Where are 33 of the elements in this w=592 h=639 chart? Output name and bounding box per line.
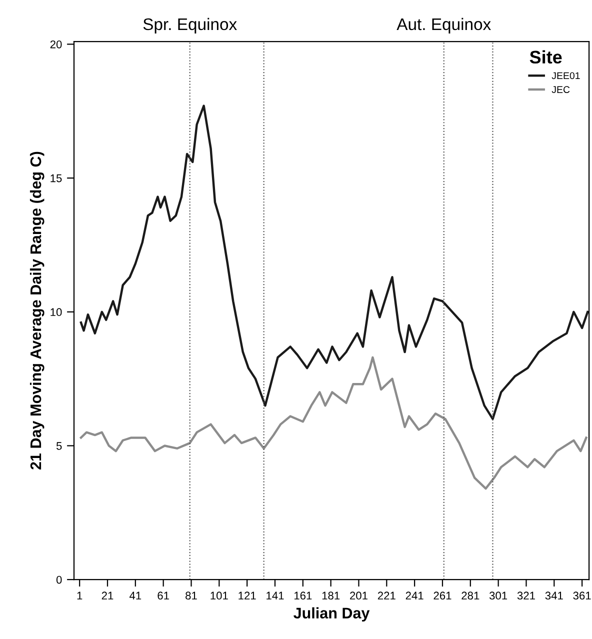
y-tick-label: 15 (50, 174, 62, 182)
x-tick-label: 121 (238, 592, 256, 600)
x-tick-label: 61 (158, 592, 169, 600)
x-tick-label: 141 (266, 592, 284, 600)
x-tick-label: 181 (322, 592, 340, 600)
line-series (80, 356, 588, 490)
ref-line-label: Spr. Equinox (143, 18, 237, 34)
legend-title: Site (530, 50, 562, 64)
x-tick-label: 1 (77, 592, 82, 600)
x-tick-label: 321 (517, 592, 535, 600)
x-tick-label: 281 (462, 592, 480, 600)
ref-line-label: Aut. Equinox (396, 18, 491, 34)
x-tick-label: 221 (378, 592, 396, 600)
y-tick-label: 5 (56, 442, 62, 450)
x-axis-title: Julian Day (294, 607, 370, 622)
x-tick-label: 21 (102, 592, 114, 600)
x-tick-label: 341 (545, 592, 563, 600)
x-tick-label: 301 (489, 592, 508, 600)
x-tick-label: 81 (186, 592, 197, 600)
y-axis-title: 21 Day Moving Average Daily Range (deg C) (30, 152, 44, 470)
line-series (80, 104, 589, 420)
x-tick-label: 101 (210, 592, 228, 600)
legend-label: JEE01 (552, 72, 580, 80)
y-tick-label: 0 (56, 576, 62, 584)
x-tick-label: 41 (129, 592, 142, 600)
x-tick-label: 261 (434, 592, 452, 600)
x-tick-label: 241 (406, 592, 424, 600)
x-tick-label: 161 (294, 592, 312, 600)
x-tick-label: 361 (573, 592, 591, 600)
y-tick-label: 10 (50, 308, 62, 316)
x-tick-label: 201 (350, 592, 368, 600)
legend-label: JEC (552, 86, 570, 94)
y-tick-label: 20 (50, 40, 62, 48)
